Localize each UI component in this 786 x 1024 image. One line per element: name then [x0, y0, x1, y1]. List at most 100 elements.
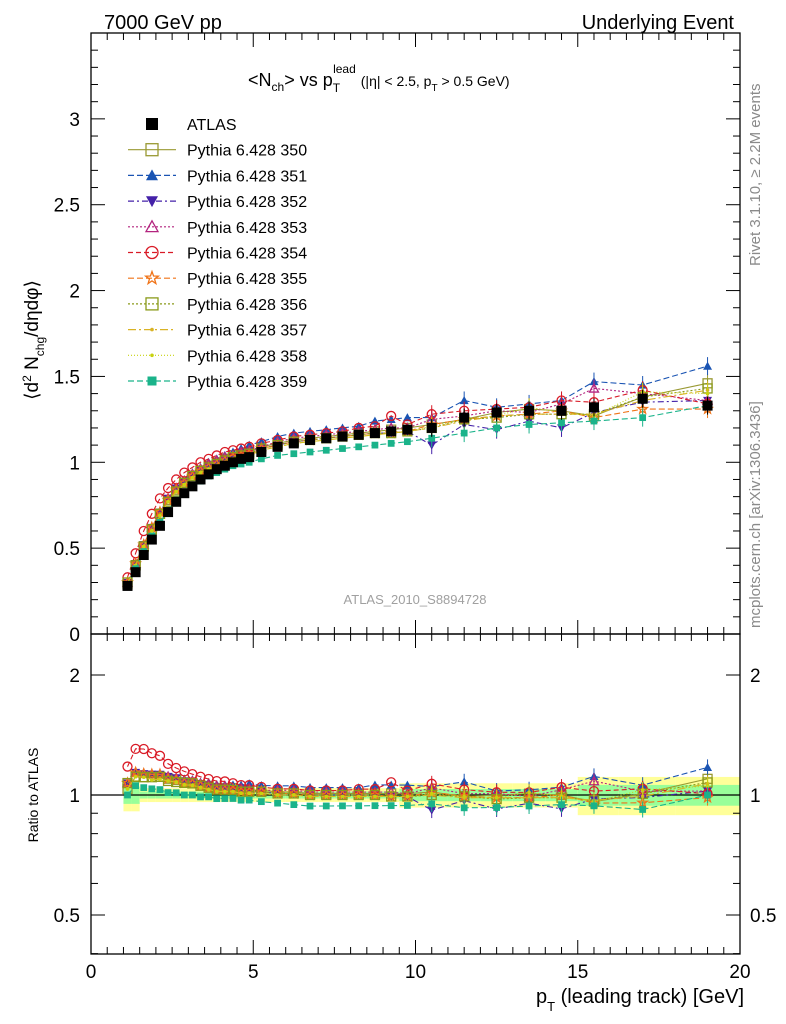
data-point: [138, 743, 149, 755]
data-point: [292, 793, 296, 797]
data-point: [640, 788, 645, 792]
y-tick-label: 2.5: [54, 196, 80, 217]
ratio-series-line: [127, 771, 708, 804]
data-point: [138, 525, 149, 537]
data-point: [156, 786, 164, 793]
data-point: [132, 782, 139, 790]
data-point: [146, 118, 158, 130]
data-point: [590, 417, 598, 425]
data-point: [556, 405, 567, 416]
data-point: [404, 802, 411, 809]
legend: ATLAS Pythia 6.428 350 Pythia 6.428 351 Pyt…: [128, 117, 307, 391]
data-point: [146, 169, 158, 181]
data-point: [124, 791, 131, 799]
data-point: [321, 789, 332, 801]
data-point: [494, 795, 499, 800]
data-point: [236, 453, 247, 464]
data-point: [237, 796, 245, 804]
ratio-tick-label: 1: [750, 786, 761, 807]
data-point: [389, 794, 393, 799]
data-point: [122, 580, 133, 591]
data-point: [206, 787, 211, 792]
legend-label: Pythia 6.428 358: [187, 348, 307, 365]
legend-label: Pythia 6.428 355: [187, 271, 307, 288]
data-point: [189, 791, 196, 799]
data-point: [245, 796, 253, 804]
data-point: [158, 777, 162, 782]
axis-ticks: 0 5 10 15 20 0 0.5 1 1.5 2 2.5 3 0.5 0.5 1 1 2 2: [54, 33, 776, 983]
data-point: [459, 777, 469, 786]
side-text-rivet: Rivet 3.1.10, ≥ 2.2M events: [747, 84, 764, 267]
data-point: [369, 789, 381, 801]
data-point: [221, 795, 229, 802]
data-point: [245, 458, 253, 466]
data-point: [237, 460, 245, 468]
data-point: [306, 802, 314, 810]
data-point: [146, 508, 157, 519]
y-axis-label-ratio: Ratio to ATLAS: [25, 748, 41, 843]
data-point: [171, 496, 182, 507]
series-line: [127, 405, 708, 587]
data-point: [174, 489, 178, 494]
data-point: [247, 791, 251, 796]
data-point: [125, 787, 130, 791]
data-point: [590, 802, 598, 810]
data-point: [129, 765, 143, 779]
x-tick-label: 10: [405, 962, 426, 983]
data-point: [355, 443, 363, 451]
x-axis-label: pT (leading track) [GeV]: [536, 986, 744, 1014]
data-point: [219, 784, 231, 795]
header-left: 7000 GeV pp: [104, 12, 222, 34]
data-point: [274, 799, 281, 807]
ratio-series-line: [127, 776, 708, 801]
data-point: [356, 794, 361, 799]
plot-title: <Nch> vs pTlead(|η| < 2.5, pT > 0.5 GeV): [248, 62, 510, 95]
legend-label: Pythia 6.428 354: [187, 246, 307, 263]
data-point: [146, 534, 157, 545]
data-point: [166, 499, 170, 504]
legend-entry: Pythia 6.428 350: [128, 143, 307, 160]
data-point: [525, 802, 533, 810]
data-point: [337, 431, 348, 442]
legend-label: ATLAS: [187, 117, 237, 134]
data-point: [203, 782, 214, 793]
data-point: [166, 779, 170, 783]
data-point: [213, 795, 221, 803]
data-point: [141, 544, 146, 549]
data-point: [272, 441, 283, 452]
data-point: [321, 433, 332, 444]
legend-label: Pythia 6.428 353: [187, 220, 307, 237]
ratio-tick-label: 1: [69, 786, 80, 807]
data-point: [227, 784, 239, 796]
data-point: [143, 269, 161, 286]
data-point: [259, 791, 264, 796]
data-point: [462, 794, 466, 799]
data-point: [187, 481, 198, 492]
data-point: [288, 438, 299, 449]
data-point: [133, 774, 138, 779]
data-point: [339, 445, 346, 452]
data-point: [493, 804, 500, 811]
data-point: [172, 789, 180, 797]
data-point: [140, 784, 148, 792]
legend-entry: Pythia 6.428 359: [128, 374, 307, 391]
data-point: [211, 464, 222, 475]
data-point: [257, 455, 265, 463]
legend-entry: Pythia 6.428 358: [128, 348, 307, 365]
data-point: [493, 424, 500, 432]
series-line: [126, 389, 708, 585]
data-point: [371, 441, 379, 449]
data-point: [704, 791, 711, 799]
legend-entry: Pythia 6.428 353: [128, 219, 307, 237]
data-point: [402, 424, 413, 435]
legend-label: Pythia 6.428 359: [187, 374, 307, 391]
ratio-tick-label: 2: [69, 666, 80, 687]
data-point: [244, 786, 255, 797]
legend-label: Pythia 6.428 350: [187, 143, 307, 160]
data-point: [428, 800, 436, 808]
data-series: [120, 357, 715, 819]
data-point: [337, 789, 348, 801]
side-text-mcplots: mcplots.cern.ch [arXiv:1306.3436]: [747, 401, 764, 628]
data-point: [703, 762, 713, 771]
data-point: [198, 470, 203, 475]
